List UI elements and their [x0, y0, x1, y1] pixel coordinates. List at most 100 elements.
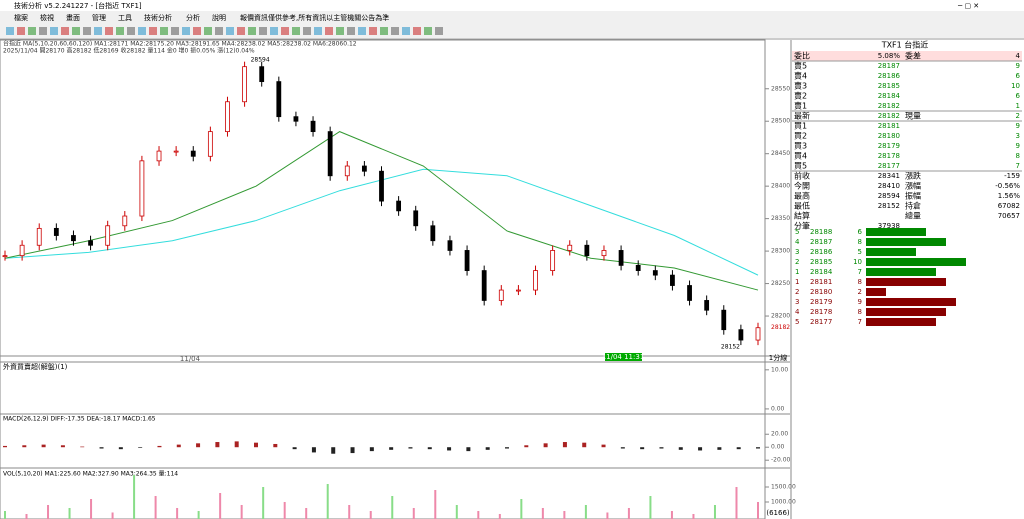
- toolbar-button[interactable]: [303, 27, 311, 35]
- macd-bar: [485, 447, 490, 450]
- window-controls[interactable]: ─ ▢ ✕: [957, 2, 979, 10]
- toolbar-button[interactable]: [325, 27, 333, 35]
- macd-bar: [60, 445, 65, 448]
- quote-label: 買1: [794, 122, 807, 131]
- toolbar-button[interactable]: [226, 27, 234, 35]
- toolbar-button[interactable]: [270, 27, 278, 35]
- toolbar-button[interactable]: [105, 27, 113, 35]
- toolbar-button[interactable]: [292, 27, 300, 35]
- high-label: 28594: [251, 57, 270, 64]
- toolbar-button[interactable]: [17, 27, 25, 35]
- macd-bar: [389, 447, 394, 450]
- menu-item[interactable]: 畫面: [66, 13, 80, 22]
- toolbar-button[interactable]: [127, 27, 135, 35]
- menu-item[interactable]: 分析: [186, 13, 200, 22]
- depth-bar: [866, 318, 936, 326]
- candle: [670, 274, 675, 286]
- volume-bar: [563, 510, 566, 519]
- toolbar-button[interactable]: [6, 27, 14, 35]
- candle: [533, 270, 538, 291]
- toolbar-button[interactable]: [171, 27, 179, 35]
- toolbar-button[interactable]: [347, 27, 355, 35]
- toolbar-button[interactable]: [248, 27, 256, 35]
- toolbar-button[interactable]: [402, 27, 410, 35]
- toolbar-button[interactable]: [204, 27, 212, 35]
- quote-value: 28182: [878, 102, 900, 110]
- macd-bar: [215, 442, 220, 448]
- macd-bar: [41, 444, 46, 448]
- menu-item[interactable]: 說明: [212, 13, 226, 22]
- menu-item[interactable]: 工具: [118, 14, 132, 22]
- depth-count: 7: [858, 318, 862, 326]
- toolbar-button[interactable]: [28, 27, 36, 35]
- candle: [755, 327, 761, 341]
- notice: 報價資訊僅供參考,所有資訊以主管機關公告為準: [240, 13, 389, 22]
- y-tick-label: 28400: [771, 183, 790, 190]
- toolbar-button[interactable]: [358, 27, 366, 35]
- toolbar-button[interactable]: [281, 27, 289, 35]
- quote-header: TXF1 台指近: [881, 40, 929, 50]
- quote-value: 37938: [878, 222, 900, 230]
- candle: [207, 131, 213, 157]
- toolbar-button[interactable]: [215, 27, 223, 35]
- toolbar-button[interactable]: [39, 27, 47, 35]
- toolbar-button[interactable]: [182, 27, 190, 35]
- quote-value: 28180: [878, 132, 900, 140]
- toolbar-button[interactable]: [369, 27, 377, 35]
- macd-bar: [331, 447, 336, 454]
- volume-bar: [154, 495, 157, 519]
- candle: [293, 116, 299, 122]
- toolbar-button[interactable]: [94, 27, 102, 35]
- toolbar-button[interactable]: [413, 27, 421, 35]
- candle: [498, 289, 504, 301]
- depth-level: 4: [795, 308, 800, 316]
- depth-bar: [866, 288, 886, 296]
- volume-bar: [670, 510, 673, 519]
- depth-count: 8: [858, 308, 862, 316]
- menu-item[interactable]: 管理: [92, 13, 106, 22]
- menu-item[interactable]: 技術分析: [144, 13, 172, 22]
- toolbar-button[interactable]: [424, 27, 432, 35]
- toolbar-button[interactable]: [259, 27, 267, 35]
- toolbar-button[interactable]: [435, 27, 443, 35]
- toolbar-button[interactable]: [336, 27, 344, 35]
- quote-label: 賣3: [794, 81, 807, 91]
- toolbar-button[interactable]: [138, 27, 146, 35]
- toolbar-button[interactable]: [72, 27, 80, 35]
- candle: [584, 244, 590, 257]
- volume-bar: [133, 475, 136, 519]
- candle: [105, 225, 111, 246]
- depth-price: 28187: [810, 238, 832, 246]
- toolbar-button[interactable]: [391, 27, 399, 35]
- macd-bar: [118, 447, 123, 450]
- candle: [516, 289, 521, 292]
- candle: [53, 227, 59, 236]
- toolbar-button[interactable]: [160, 27, 168, 35]
- quote-value: 6: [1016, 72, 1021, 80]
- menu-toolbar: [0, 11, 1024, 38]
- period-label[interactable]: 1分線: [769, 353, 787, 362]
- toolbar-button[interactable]: [149, 27, 157, 35]
- quote-label: 賣4: [794, 71, 807, 81]
- quote-value: 28184: [878, 92, 901, 100]
- macd-bar: [350, 447, 355, 454]
- toolbar-button[interactable]: [61, 27, 69, 35]
- volume-bar: [176, 507, 179, 519]
- toolbar-button[interactable]: [193, 27, 201, 35]
- volume-bar: [348, 504, 351, 519]
- menu-item[interactable]: 檔案: [14, 13, 28, 22]
- macd-bar: [601, 444, 606, 448]
- candle: [447, 240, 453, 251]
- toolbar-button[interactable]: [380, 27, 388, 35]
- toolbar-button[interactable]: [314, 27, 322, 35]
- toolbar-button[interactable]: [237, 27, 245, 35]
- toolbar-button[interactable]: [116, 27, 124, 35]
- toolbar-button[interactable]: [50, 27, 58, 35]
- candle: [88, 240, 93, 246]
- depth-count: 5: [858, 248, 862, 256]
- toolbar-button[interactable]: [83, 27, 91, 35]
- quote-label: 最高: [794, 191, 810, 201]
- menu-item[interactable]: 檢視: [40, 13, 54, 22]
- candle: [242, 66, 247, 103]
- y-tick-label: 28200: [771, 313, 790, 320]
